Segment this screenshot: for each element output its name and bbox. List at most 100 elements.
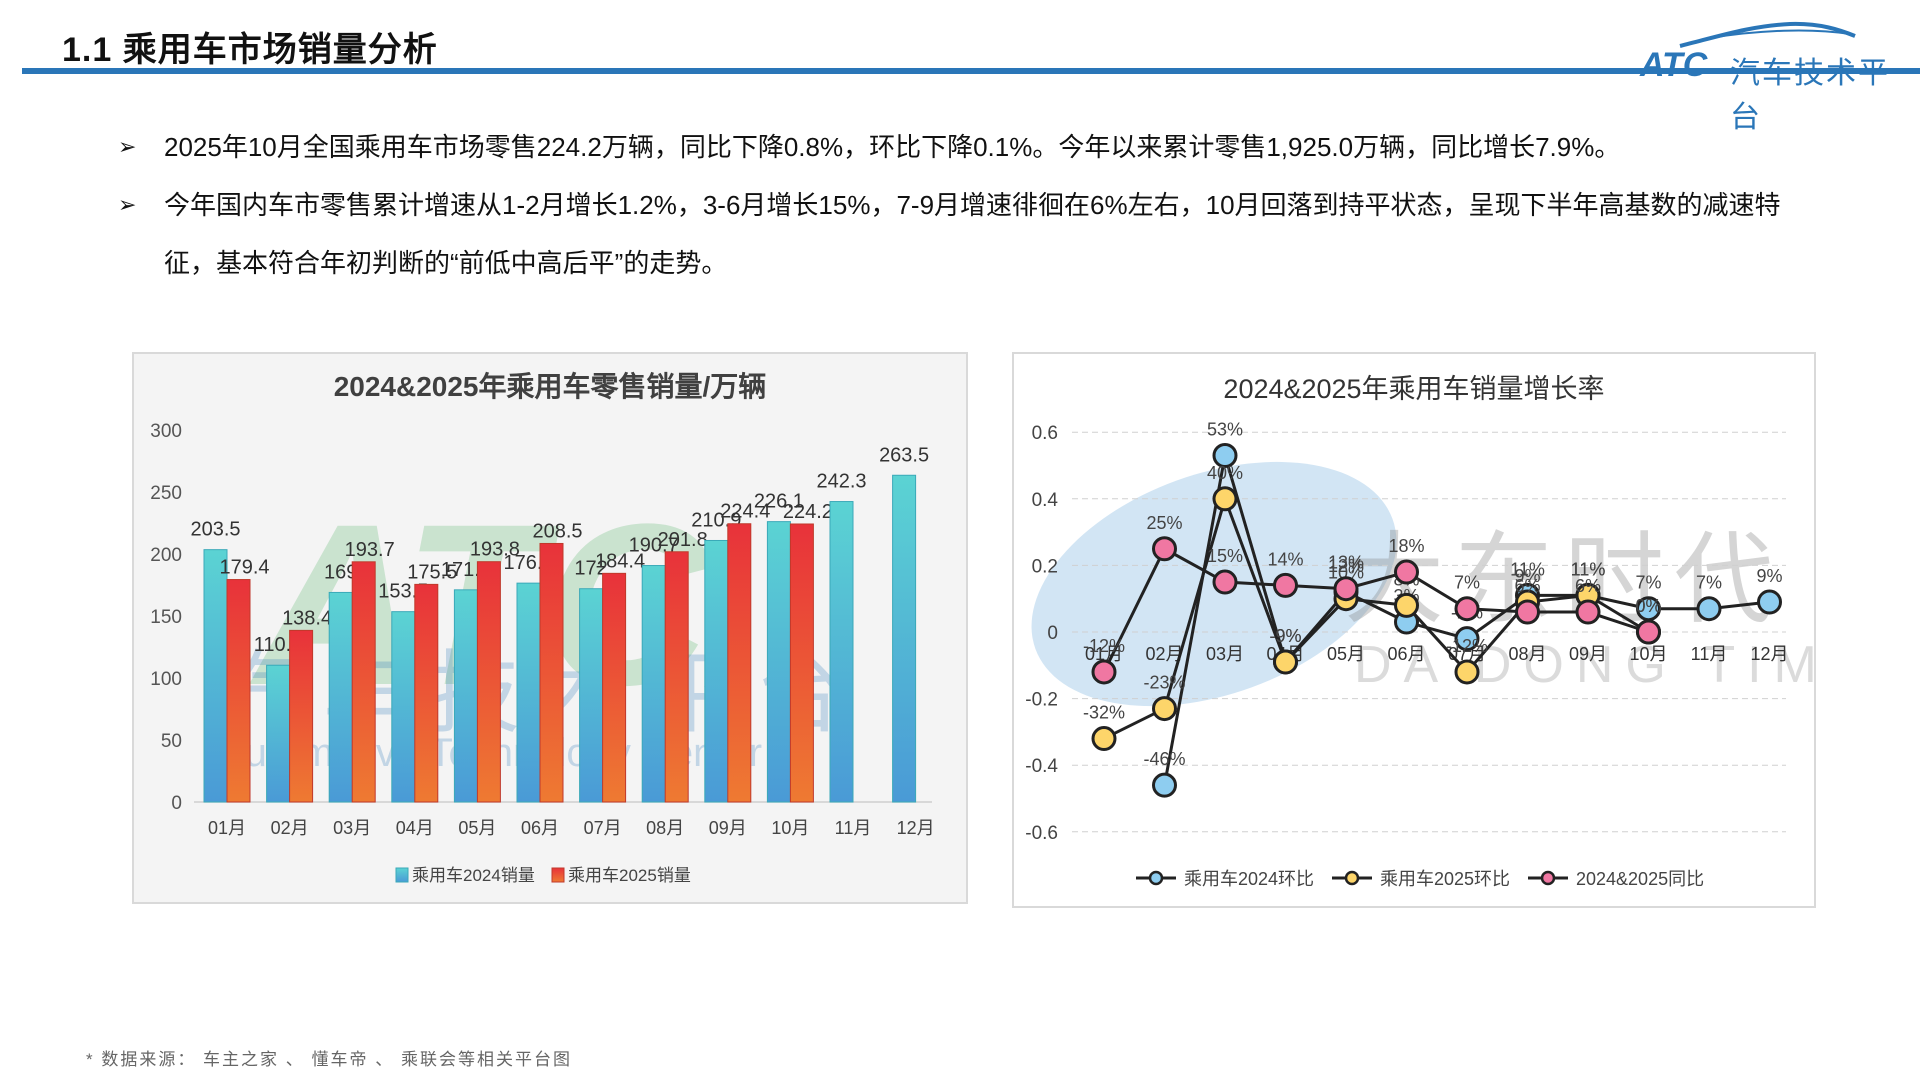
bar-value-label: 224.2 [783, 501, 833, 523]
point-value-label: 7% [1696, 573, 1722, 593]
y-tick-label: 0.4 [1032, 490, 1059, 511]
bar-2024 [641, 565, 666, 803]
data-point [1394, 559, 1419, 585]
y-tick-label: 100 [150, 669, 182, 690]
data-point [1152, 536, 1177, 562]
bar-value-label: 193.7 [345, 539, 395, 561]
bar-2024 [203, 549, 228, 803]
line-series [1102, 546, 1649, 673]
x-tick-label: 10月 [1629, 644, 1667, 664]
point-value-label: 6% [1575, 576, 1601, 596]
point-value-label: 0% [1635, 596, 1661, 616]
header-divider [22, 68, 1920, 74]
data-point [1152, 696, 1177, 722]
bar-value-label: 242.3 [816, 471, 866, 493]
bar-2024 [704, 539, 729, 803]
data-point [1454, 596, 1480, 622]
bar-2025 [289, 629, 314, 803]
point-value-label: 15% [1207, 546, 1243, 566]
x-tick-label: 07月 [584, 818, 622, 838]
bar-chart: 2024&2025年乘用车零售销量/万辆ATC汽车技术平台Automotive … [132, 352, 968, 904]
y-tick-label: 250 [150, 483, 182, 504]
y-tick-label: 0 [1047, 623, 1058, 644]
x-tick-label: 10月 [771, 818, 809, 838]
logo-text: 汽车技术平台 [1730, 57, 1890, 134]
data-point [1212, 569, 1238, 595]
chart-legend: 乘用车2024销量 乘用车2025销量 [395, 866, 691, 885]
point-value-label: 7% [1635, 573, 1661, 593]
bar-2024 [829, 501, 854, 803]
point-value-label: -46% [1143, 749, 1185, 769]
data-point [1212, 443, 1238, 469]
bar-value-label: 169 [324, 561, 357, 583]
bar-2024 [453, 589, 478, 803]
summary-bullets: ➢ 2025年10月全国乘用车市场零售224.2万辆，同比下降0.8%，环比下降… [118, 118, 1818, 292]
point-value-label: 10% [1328, 563, 1364, 583]
bar-2025 [602, 572, 627, 803]
data-point [1394, 592, 1419, 618]
bar-2024 [266, 664, 291, 803]
bar-2025 [414, 583, 439, 803]
data-source-note: * 数据来源： 车主之家 、 懂车帝 、 乘联会等相关平台图 [86, 1050, 572, 1069]
bar-value-label: 224.4 [720, 501, 770, 523]
bar-value-label: 179.4 [219, 557, 269, 579]
page-title: 1.1 乘用车市场销量分析 [62, 31, 438, 69]
x-tick-label: 01月 [1085, 644, 1123, 664]
legend-label: 乘用车2024环比 [1184, 869, 1314, 889]
line-series [1103, 494, 1650, 740]
bar-value-label: 190.7 [629, 535, 679, 557]
data-point [1152, 772, 1177, 798]
bar-2025 [727, 523, 752, 803]
bar-value-label: 138.4 [282, 607, 332, 629]
x-tick-label: 12月 [897, 818, 935, 838]
y-tick-label: 300 [150, 421, 182, 442]
legend-2024: 乘用车2024销量 [412, 866, 535, 885]
page-header: 1.1 乘用车市场销量分析 ATC 汽车技术平台 [0, 0, 1920, 134]
point-value-label: 18% [1388, 536, 1424, 556]
bar-value-label: 193.8 [470, 539, 520, 561]
point-value-label: 11% [1571, 559, 1606, 579]
bar-2025 [476, 561, 501, 803]
bar-2024 [328, 591, 353, 803]
point-value-label: 9% [1514, 566, 1540, 586]
bar-2024 [892, 474, 917, 803]
x-tick-label: 01月 [208, 818, 246, 838]
point-value-label: 11% [1510, 559, 1545, 579]
point-value-label: 11% [1571, 559, 1606, 579]
point-value-label: 0% [1635, 596, 1661, 616]
y-tick-label: 0 [171, 793, 182, 814]
point-value-label: 40% [1207, 463, 1243, 483]
y-tick-label: -0.6 [1025, 823, 1058, 844]
bar-2024 [391, 611, 416, 803]
bar-value-label: 172 [574, 558, 607, 580]
chart-legend: 乘用车2024环比 乘用车2025环比 2024&2025同比 [1136, 869, 1704, 889]
x-tick-label: 06月 [521, 818, 559, 838]
x-tick-label: 02月 [1145, 644, 1183, 664]
data-point [1273, 649, 1298, 675]
bar-value-label: 175.5 [407, 561, 457, 583]
point-value-label: 14% [1267, 549, 1303, 569]
bar-value-label: 263.5 [879, 444, 929, 466]
data-point [1575, 599, 1601, 625]
x-tick-label: 05月 [1327, 644, 1365, 664]
bar-2025 [351, 561, 376, 803]
point-value-label: -12% [1083, 636, 1125, 656]
x-tick-label: 05月 [458, 818, 496, 838]
chart-title: 2024&2025年乘用车销量增长率 [1223, 374, 1604, 404]
bar-2024 [766, 521, 791, 803]
point-value-label: -32% [1083, 703, 1125, 723]
legend-label: 2024&2025同比 [1576, 869, 1704, 889]
y-tick-label: 150 [150, 607, 182, 628]
point-value-label: 53% [1207, 420, 1243, 440]
point-value-label: 6% [1514, 576, 1540, 596]
x-tick-label: 04月 [396, 818, 434, 838]
point-value-label: 9% [1756, 566, 1782, 586]
point-value-label: 25% [1146, 513, 1182, 533]
chart-title: 2024&2025年乘用车零售销量/万辆 [334, 370, 767, 402]
bar-value-label: 203.5 [190, 519, 240, 541]
car-outline-icon [1679, 21, 1856, 48]
legend-label: 乘用车2025环比 [1380, 869, 1510, 889]
x-tick-label: 11月 [1691, 644, 1728, 664]
bar-2025 [539, 542, 564, 803]
